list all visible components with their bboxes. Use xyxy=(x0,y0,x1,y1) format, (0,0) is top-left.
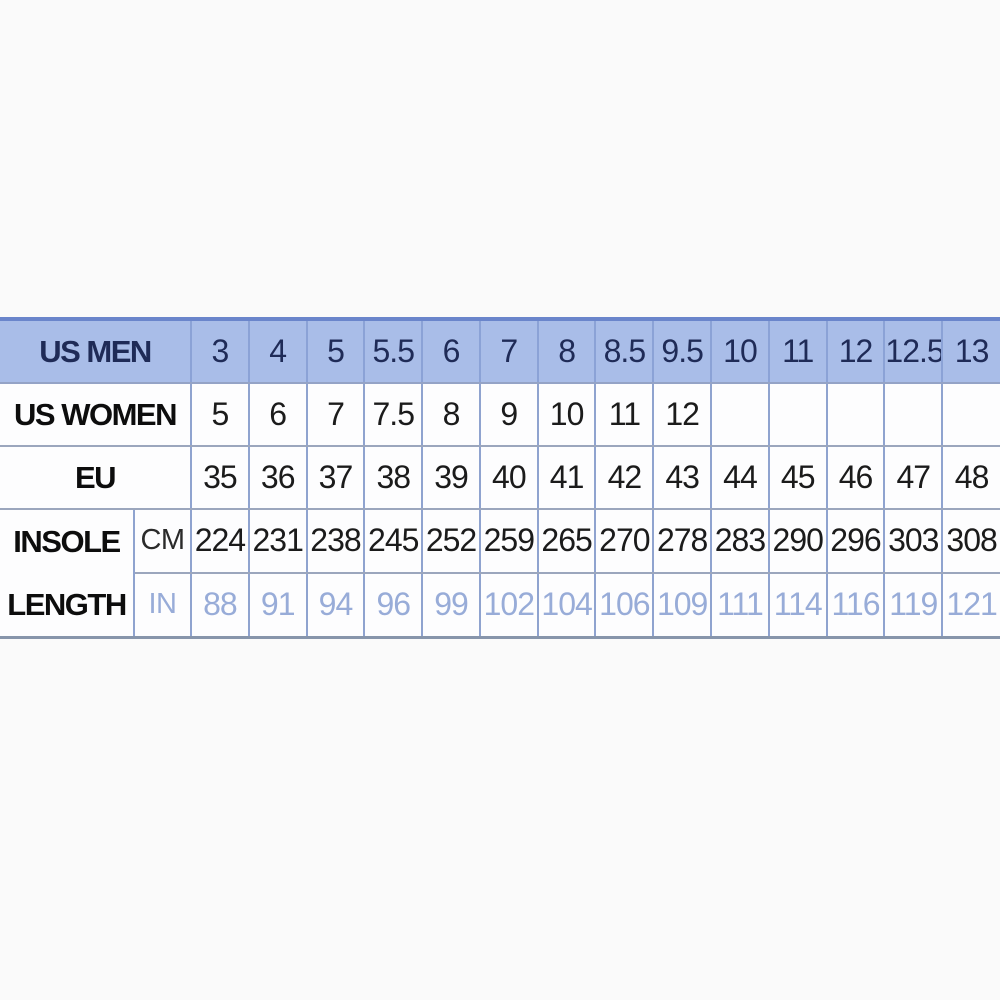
size-cell: 290 xyxy=(767,508,828,574)
us-women-row: US WOMEN 5 6 7 7.5 8 9 10 11 12 xyxy=(0,382,1000,447)
size-cell: 270 xyxy=(594,508,655,574)
size-cell: 88 xyxy=(190,571,250,639)
size-cell: 296 xyxy=(825,508,886,574)
size-cell: 11 xyxy=(767,317,828,384)
size-cell-empty xyxy=(825,382,886,447)
size-cell: 278 xyxy=(652,508,713,574)
us-men-row-label: US MEN xyxy=(0,317,193,384)
size-cell: 5 xyxy=(190,382,250,447)
size-cell: 39 xyxy=(421,445,481,510)
size-cell: 38 xyxy=(363,445,424,510)
size-cell: 116 xyxy=(825,571,886,639)
size-cell: 43 xyxy=(652,445,713,510)
size-cell: 5 xyxy=(305,317,366,384)
size-cell: 303 xyxy=(883,508,944,574)
size-cell: 42 xyxy=(594,445,655,510)
size-cell-empty xyxy=(941,382,1000,447)
size-cell: 5.5 xyxy=(363,317,424,384)
size-cell: 10 xyxy=(710,317,770,384)
size-cell: 7.5 xyxy=(363,382,424,447)
size-cell: 96 xyxy=(363,571,424,639)
size-cell: 245 xyxy=(363,508,424,574)
size-cell: 12 xyxy=(652,382,713,447)
size-cell-empty xyxy=(767,382,828,447)
size-cell: 238 xyxy=(305,508,366,574)
size-cell: 10 xyxy=(536,382,597,447)
shoe-size-chart: US MEN 3 4 5 5.5 6 7 8 8.5 9.5 10 11 12 … xyxy=(0,317,1000,639)
size-cell: 8 xyxy=(536,317,597,384)
size-cell: 102 xyxy=(478,571,539,639)
size-cell: 224 xyxy=(190,508,250,574)
insole-cm-row: INSOLE LENGTH CM 224 231 238 245 252 259… xyxy=(0,508,1000,639)
us-men-row: US MEN 3 4 5 5.5 6 7 8 8.5 9.5 10 11 12 … xyxy=(0,317,1000,384)
size-cell: 99 xyxy=(421,571,481,639)
size-cell-empty xyxy=(883,382,944,447)
size-cell: 44 xyxy=(710,445,770,510)
size-cell: 3 xyxy=(190,317,250,384)
size-cell: 265 xyxy=(536,508,597,574)
in-unit-label: IN xyxy=(134,571,193,639)
size-cell: 4 xyxy=(247,317,308,384)
size-cell: 109 xyxy=(652,571,713,639)
size-cell: 91 xyxy=(247,571,308,639)
size-cell: 11 xyxy=(594,382,655,447)
size-cell: 9.5 xyxy=(652,317,713,384)
size-cell: 13 xyxy=(941,317,1000,384)
size-cell: 231 xyxy=(247,508,308,574)
size-cell-empty xyxy=(710,382,770,447)
size-cell: 8.5 xyxy=(594,317,655,384)
size-cell: 114 xyxy=(767,571,828,639)
us-women-row-label: US WOMEN xyxy=(0,382,193,447)
size-cell: 283 xyxy=(710,508,770,574)
insole-label-line2: LENGTH xyxy=(7,587,127,622)
size-cell: 111 xyxy=(710,571,770,639)
size-cell: 7 xyxy=(305,382,366,447)
size-cell: 106 xyxy=(594,571,655,639)
size-cell: 252 xyxy=(421,508,481,574)
insole-in-row: IN 88 91 94 96 99 102 104 106 109 111 11… xyxy=(0,571,1000,639)
insole-length-row-label: INSOLE LENGTH xyxy=(0,508,135,639)
size-cell: 8 xyxy=(421,382,481,447)
insole-label-line1: INSOLE xyxy=(13,524,121,559)
size-cell: 94 xyxy=(305,571,366,639)
size-cell: 104 xyxy=(536,571,597,639)
size-cell: 12 xyxy=(825,317,886,384)
size-cell: 259 xyxy=(478,508,539,574)
size-cell: 308 xyxy=(941,508,1000,574)
eu-row: EU 35 36 37 38 39 40 41 42 43 44 45 46 4… xyxy=(0,445,1000,510)
size-cell: 6 xyxy=(421,317,481,384)
size-cell: 9 xyxy=(478,382,539,447)
size-cell: 47 xyxy=(883,445,944,510)
size-cell: 45 xyxy=(767,445,828,510)
size-cell: 36 xyxy=(247,445,308,510)
size-cell: 6 xyxy=(247,382,308,447)
size-cell: 40 xyxy=(478,445,539,510)
size-cell: 46 xyxy=(825,445,886,510)
size-cell: 41 xyxy=(536,445,597,510)
cm-unit-label: CM xyxy=(132,508,193,574)
size-cell: 12.5 xyxy=(883,317,944,384)
size-conversion-table: US MEN 3 4 5 5.5 6 7 8 8.5 9.5 10 11 12 … xyxy=(0,317,1000,639)
eu-row-label: EU xyxy=(0,445,193,510)
size-cell: 35 xyxy=(190,445,250,510)
size-cell: 119 xyxy=(883,571,944,639)
size-cell: 37 xyxy=(305,445,366,510)
size-cell: 48 xyxy=(941,445,1000,510)
size-cell: 121 xyxy=(941,571,1000,639)
size-cell: 7 xyxy=(478,317,539,384)
